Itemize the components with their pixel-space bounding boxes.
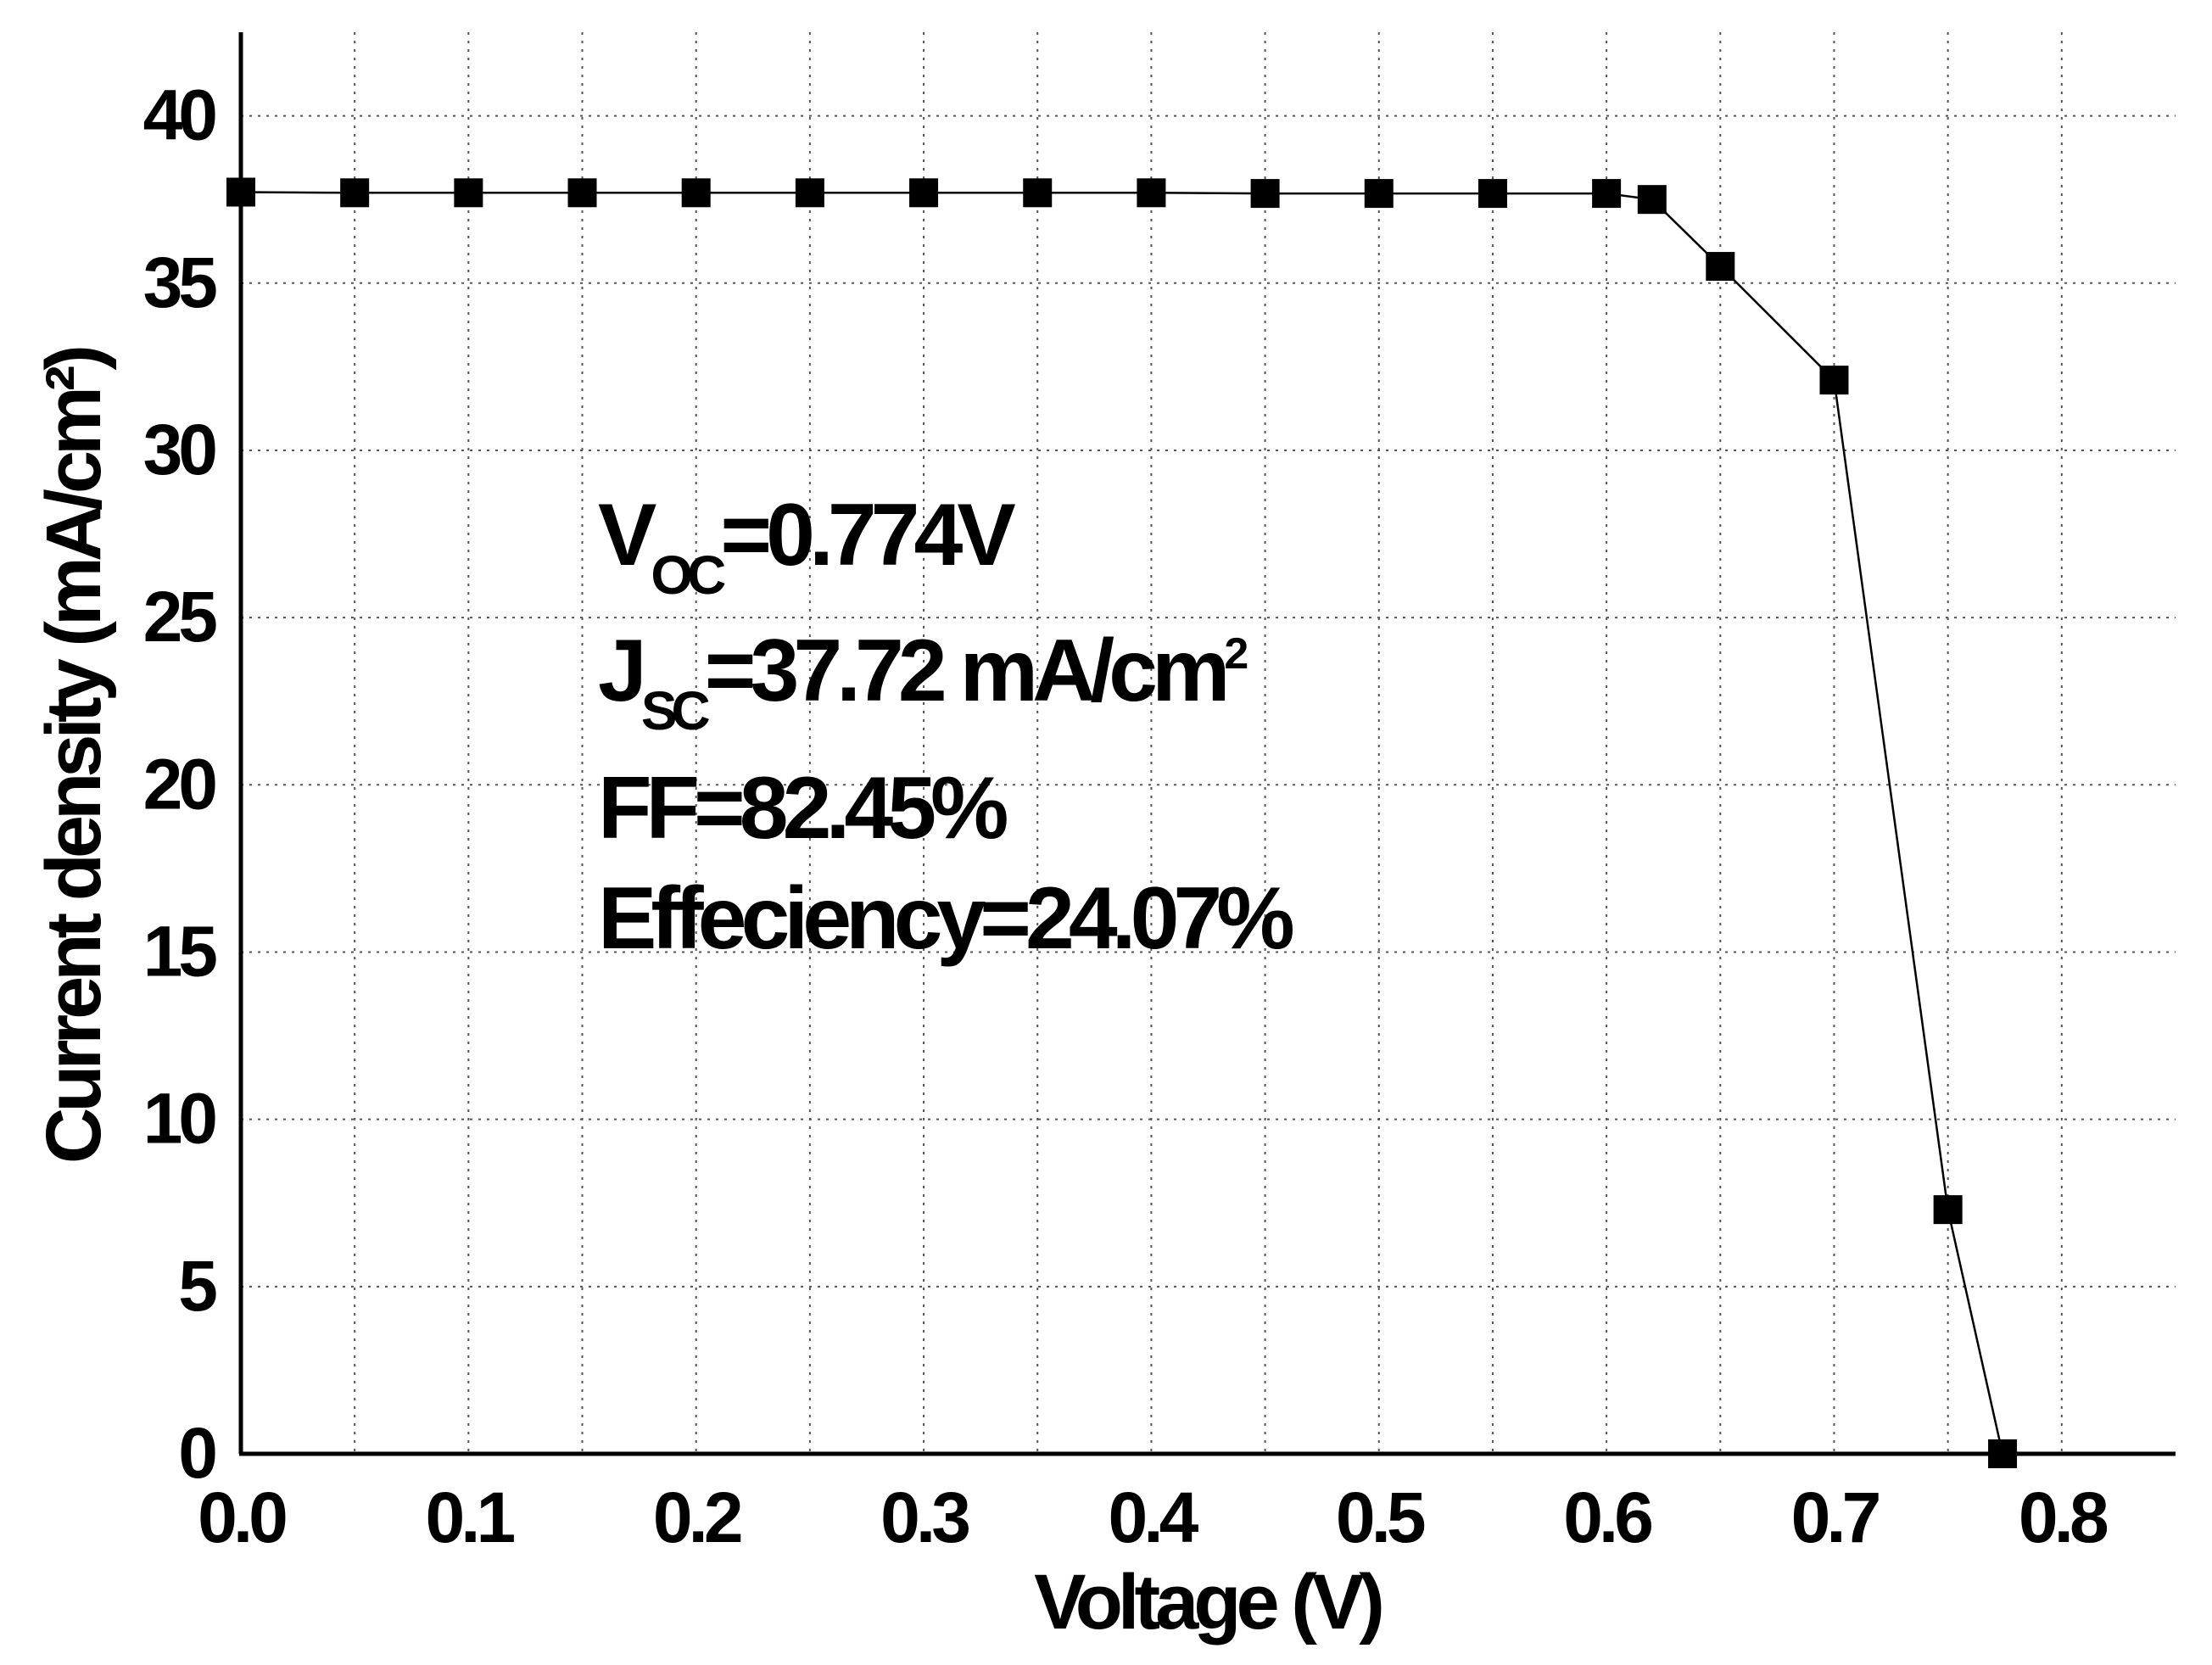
data-point-marker bbox=[1364, 179, 1394, 209]
x-tick-label: 0.0 bbox=[198, 1478, 286, 1557]
annotation-block: VOC=0.774V JSC=37.72 mA/cm2 FF=82.45% Ef… bbox=[598, 486, 1299, 968]
annotation-voc-main: V bbox=[598, 486, 656, 584]
data-point-marker bbox=[1988, 1439, 2018, 1468]
data-point-marker bbox=[1250, 179, 1280, 209]
grid-lines bbox=[241, 32, 2176, 1454]
y-tick-label: 40 bbox=[143, 75, 216, 155]
y-axis-title: Current density (mA/cm²) bbox=[31, 348, 117, 1164]
x-tick-label: 0.6 bbox=[1563, 1478, 1651, 1557]
data-point-marker bbox=[1023, 178, 1053, 208]
annotation-voc: VOC=0.774V bbox=[598, 486, 1015, 606]
data-point-marker bbox=[1637, 185, 1667, 215]
data-point-marker bbox=[909, 178, 939, 208]
y-tick-label: 35 bbox=[143, 243, 217, 322]
data-point-marker bbox=[681, 178, 711, 208]
y-tick-label: 20 bbox=[143, 744, 216, 824]
data-point-marker bbox=[454, 178, 483, 208]
x-tick-label: 0.4 bbox=[1109, 1478, 1199, 1557]
y-tick-label: 10 bbox=[143, 1079, 216, 1159]
y-tick-label: 15 bbox=[143, 911, 217, 991]
data-point-marker bbox=[1137, 178, 1166, 208]
annotation-jsc-sup: 2 bbox=[1224, 629, 1247, 679]
y-tick-label: 5 bbox=[178, 1246, 216, 1326]
data-point-marker bbox=[1592, 179, 1622, 209]
x-tick-label: 0.2 bbox=[653, 1478, 741, 1557]
x-axis-title: Voltage (V) bbox=[1034, 1559, 1382, 1645]
x-tick-labels: 0.0 0.1 0.2 0.3 0.4 0.5 0.6 0.7 0.8 bbox=[198, 1478, 2112, 1557]
x-tick-label: 0.8 bbox=[2019, 1478, 2108, 1557]
x-tick-label: 0.1 bbox=[425, 1478, 514, 1557]
data-point-marker bbox=[226, 177, 255, 207]
data-point-marker bbox=[795, 178, 824, 208]
y-tick-label: 30 bbox=[143, 410, 216, 489]
annotation-voc-value: =0.774V bbox=[720, 486, 1015, 584]
y-tick-label: 0 bbox=[178, 1413, 215, 1493]
x-tick-label: 0.3 bbox=[880, 1478, 969, 1557]
x-tick-label: 0.5 bbox=[1336, 1478, 1425, 1557]
data-point-marker bbox=[1477, 179, 1507, 209]
axes bbox=[238, 32, 2176, 1456]
annotation-ff: FF=82.45% bbox=[598, 759, 1007, 858]
x-tick-label: 0.7 bbox=[1791, 1478, 1880, 1557]
annotation-efficiency: Effeciency=24.07% bbox=[598, 869, 1293, 968]
data-point-marker bbox=[340, 178, 370, 208]
annotation-voc-sub: OC bbox=[651, 545, 725, 606]
series-line bbox=[240, 191, 2004, 1455]
data-point-marker bbox=[1933, 1195, 1963, 1225]
annotation-jsc-main: J bbox=[598, 622, 641, 720]
data-point-marker bbox=[1819, 366, 1849, 395]
y-tick-labels: 0 5 10 15 20 25 30 35 40 bbox=[143, 75, 221, 1493]
annotation-jsc-sub: SC bbox=[641, 680, 710, 741]
data-point-marker bbox=[1706, 252, 1735, 282]
data-series bbox=[226, 177, 2018, 1468]
annotation-jsc: JSC=37.72 mA/cm2 bbox=[598, 622, 1247, 741]
y-tick-label: 25 bbox=[143, 577, 217, 657]
data-point-marker bbox=[567, 178, 597, 208]
annotation-jsc-value: =37.72 mA/cm bbox=[705, 622, 1226, 720]
